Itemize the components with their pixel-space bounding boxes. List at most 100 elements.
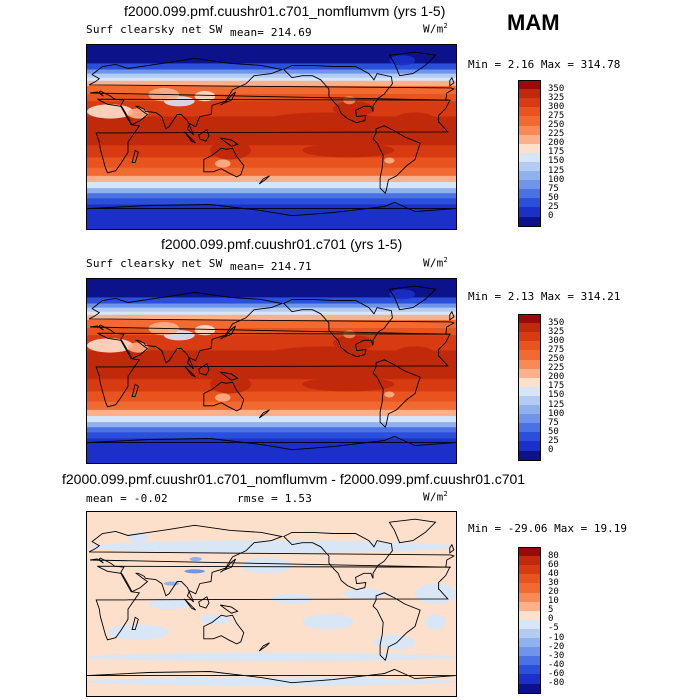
panel-2-minmax: Min = 2.13 Max = 314.21	[468, 290, 621, 303]
panel-1-map-band	[87, 193, 456, 199]
panel-1-map-coastline	[88, 57, 455, 136]
panel-2-map-band	[87, 328, 456, 336]
panel-2-map-land-albedo-region	[215, 393, 231, 402]
panel-1-map-band	[87, 45, 456, 64]
panel-1-map-land-albedo-region	[194, 91, 216, 102]
panel-1-map-coastline	[131, 149, 139, 164]
panel-2-map-land-albedo-region	[128, 342, 149, 353]
colorbar-tick-label: 125	[548, 165, 565, 176]
colorbar-tick-label: 20	[548, 587, 559, 597]
colorbar-tick-label: 0	[548, 211, 554, 221]
panel-1-map-coastline	[87, 201, 456, 217]
panel-1-map-coastline	[203, 147, 245, 178]
season-label: MAM	[507, 10, 560, 35]
panel-1-map-coastline	[388, 51, 437, 77]
colorbar-tick-label: -40	[548, 659, 565, 670]
panel-2-map-coastline	[203, 381, 245, 412]
colorbar-tick-label: 250	[548, 120, 565, 130]
colorbar-tick-label: 350	[548, 83, 565, 94]
panel-2-map-band	[87, 362, 456, 380]
panel-1-map-band	[87, 63, 456, 71]
panel-3-map-coastline	[88, 524, 455, 603]
panel-3-map-difference-region	[302, 614, 354, 630]
colorbar-tick-label: 25	[548, 201, 559, 212]
colorbar-tick-label: -30	[548, 650, 565, 661]
panel-2-map-band	[87, 279, 456, 298]
colorbar-tick-label: 250	[548, 354, 565, 364]
colorbar-tick-label: 225	[548, 363, 565, 374]
panel-3-map-coastline	[95, 565, 451, 641]
panel-2-map-coastline	[220, 325, 237, 340]
panel-2-map-coastline	[258, 409, 270, 419]
colorbar-tick-label: 300	[548, 335, 565, 346]
panel-2-map-coastline	[131, 383, 139, 398]
panel-1-map-coastline	[258, 175, 270, 185]
panel-1-map-land-albedo-region	[384, 157, 395, 164]
panel-2-map-coastline	[95, 332, 451, 408]
colorbar-tick-label: 325	[548, 326, 565, 337]
panel-2-map-band	[87, 432, 456, 439]
panel-3-map-coastline	[203, 614, 245, 645]
map-svg	[87, 512, 456, 696]
panel-3-map-coastline	[198, 596, 210, 609]
panel-2-map-band	[87, 307, 456, 313]
colorbar-tick-label: 75	[548, 417, 559, 428]
colorbar-tick-label: 80	[548, 550, 559, 561]
panel-3-map-coastline	[220, 604, 239, 614]
panel-3-map	[86, 511, 457, 697]
panel-3-map-coastline	[220, 558, 237, 573]
panel-2-map-land-albedo-region	[194, 325, 216, 336]
map-svg	[87, 45, 456, 229]
panel-1-map-band	[87, 145, 456, 158]
panel-1-map-coastline	[184, 131, 197, 144]
panel-1-title: f2000.099.pmf.cuushr01.c701_nomflumvm (y…	[124, 3, 446, 19]
panel-3-map-difference-region	[374, 634, 415, 650]
panel-1-map-band	[87, 77, 456, 82]
panel-1-map-high-flux-region	[394, 112, 436, 127]
panel-3-map-coastline	[449, 543, 455, 554]
panel-2-map-band	[87, 303, 456, 309]
panel-2-map-coastline	[283, 298, 393, 358]
colorbar-tick-label: 150	[548, 390, 565, 401]
colorbar-tick-label: -20	[548, 641, 565, 652]
panel-2-map-land-albedo-region	[389, 289, 415, 300]
colorbar-tick-label: 150	[548, 156, 565, 167]
colorbar-tick-label: 100	[548, 174, 565, 185]
panel-1-map-band	[87, 188, 456, 194]
panel-2-map-band	[87, 297, 456, 305]
panel-2-map-band	[87, 427, 456, 433]
colorbar-tick-label: 225	[548, 129, 565, 140]
colorbar-tick-label: 350	[548, 317, 565, 328]
panel-1-map-band	[87, 69, 456, 75]
panel-3-map-difference-region	[87, 677, 456, 686]
colorbar-tick-label: 25	[548, 435, 559, 446]
panel-2-map-band	[87, 391, 456, 403]
panel-3-minmax: Min = -29.06 Max = 19.19	[468, 522, 627, 535]
colorbar-tick-label: 275	[548, 344, 565, 355]
panel-1-map	[86, 44, 457, 230]
panel-1-map-coastline	[449, 76, 455, 87]
panel-2-units: W/m2	[423, 256, 448, 270]
panel-3-map-difference-region	[107, 624, 169, 640]
panel-2-map-band	[87, 415, 456, 423]
panel-1-map-band	[87, 181, 456, 189]
colorbar-frame	[518, 314, 541, 461]
panel-2-map-high-flux-region	[210, 375, 251, 394]
panel-3-mean-label: mean = -0.02	[86, 492, 168, 505]
panel-1-map-land-albedo-region	[389, 55, 415, 66]
panel-2-map-high-flux-region	[333, 335, 374, 351]
panel-3-map-coastline	[87, 668, 456, 684]
panel-1-map-coastline	[372, 125, 421, 195]
panel-3-map-difference-region	[148, 598, 190, 610]
panel-3-map-coastline	[131, 616, 139, 631]
panel-1-map-band	[87, 80, 456, 87]
panel-3-map-difference-region	[271, 593, 313, 604]
panel-2-title: f2000.099.pmf.cuushr01.c701 (yrs 1-5)	[161, 236, 403, 252]
panel-1-map-band	[87, 157, 456, 169]
panel-3-map-coastline	[283, 531, 393, 591]
colorbar-tick-label: 200	[548, 138, 565, 149]
panel-2-map-coastline	[184, 365, 197, 378]
panel-3-title: f2000.099.pmf.cuushr01.c701_nomflumvm - …	[62, 471, 526, 487]
panel-2-map-band	[87, 409, 456, 417]
panel-1-map-land-albedo-region	[215, 159, 231, 168]
